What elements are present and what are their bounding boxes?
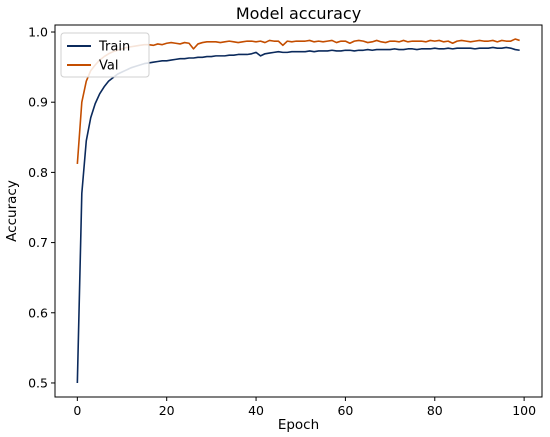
series-line-val bbox=[76, 38, 520, 165]
x-tick-label: 100 bbox=[512, 403, 536, 418]
legend-label-val: Val bbox=[99, 59, 118, 74]
y-tick-label: 0.7 bbox=[28, 235, 48, 250]
chart-title: Model accuracy bbox=[236, 4, 361, 23]
plot-area bbox=[76, 38, 520, 383]
x-tick-label: 60 bbox=[337, 403, 353, 418]
y-tick-label: 0.6 bbox=[28, 305, 48, 320]
x-tick-label: 80 bbox=[427, 403, 443, 418]
x-tick-label: 20 bbox=[159, 403, 175, 418]
x-axis-title: Epoch bbox=[278, 417, 319, 433]
x-tick-label: 40 bbox=[248, 403, 264, 418]
legend-label-train: Train bbox=[98, 40, 130, 55]
plot-frame bbox=[54, 24, 543, 398]
y-tick-label: 0.5 bbox=[28, 375, 48, 390]
y-tick-label: 1.0 bbox=[28, 25, 48, 40]
x-tick-label: 0 bbox=[73, 403, 81, 418]
y-axis-title: Accuracy bbox=[4, 180, 20, 242]
legend: Train Val bbox=[60, 32, 150, 78]
y-tick-label: 0.8 bbox=[28, 165, 48, 180]
y-tick-label: 0.9 bbox=[28, 95, 48, 110]
series-line-train bbox=[76, 46, 520, 383]
axes: 0 20 40 60 80 100 0.5 0.6 0.7 0.8 0.9 1.0 bbox=[28, 24, 543, 418]
